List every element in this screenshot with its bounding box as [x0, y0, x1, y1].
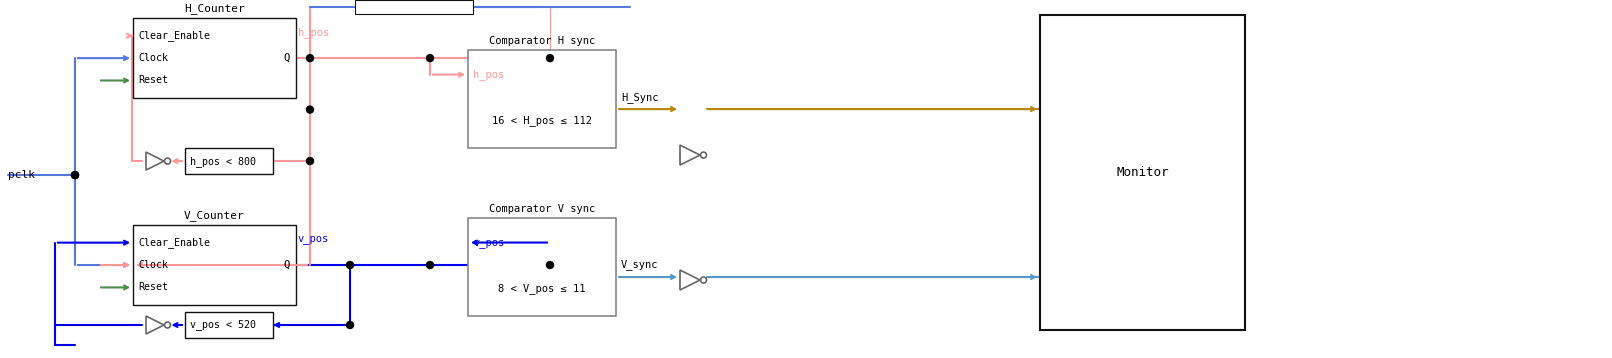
Text: pclk: pclk — [8, 170, 35, 180]
Circle shape — [71, 171, 79, 179]
Text: Reset: Reset — [139, 282, 168, 292]
Text: Reset: Reset — [139, 76, 168, 86]
Circle shape — [427, 55, 434, 62]
Bar — [134, 18, 297, 98]
Text: h_pos: h_pos — [298, 26, 329, 38]
Circle shape — [306, 158, 313, 165]
Circle shape — [546, 55, 553, 62]
Text: Clock: Clock — [139, 53, 168, 63]
Text: h_pos < 800: h_pos < 800 — [190, 156, 256, 166]
Circle shape — [427, 262, 434, 268]
Text: Comparator H sync: Comparator H sync — [488, 36, 595, 46]
Text: Clear_Enable: Clear_Enable — [139, 30, 210, 41]
Text: v_pos: v_pos — [472, 238, 505, 247]
Circle shape — [546, 262, 553, 268]
Text: 8 < V_pos ≤ 11: 8 < V_pos ≤ 11 — [498, 283, 585, 294]
Text: Clear_Enable: Clear_Enable — [139, 237, 210, 248]
Bar — [467, 50, 616, 148]
Text: v_pos: v_pos — [298, 234, 329, 244]
Bar — [185, 148, 272, 174]
Circle shape — [347, 321, 353, 329]
Bar — [1040, 15, 1244, 330]
Text: Q: Q — [284, 53, 290, 63]
Text: Comparator V sync: Comparator V sync — [488, 204, 595, 214]
Text: Clock: Clock — [139, 260, 168, 270]
Text: Monitor: Monitor — [1116, 166, 1169, 179]
Bar — [134, 225, 297, 305]
Text: 16 < H_pos ≤ 112: 16 < H_pos ≤ 112 — [492, 115, 592, 126]
Text: H_Sync: H_Sync — [621, 92, 658, 102]
Text: h_pos: h_pos — [472, 69, 505, 80]
Circle shape — [71, 171, 79, 179]
Text: Q: Q — [284, 260, 290, 270]
Circle shape — [347, 262, 353, 268]
Text: v_pos < 520: v_pos < 520 — [190, 320, 256, 330]
Bar — [467, 218, 616, 316]
Text: V_Counter: V_Counter — [184, 210, 245, 221]
Circle shape — [306, 106, 313, 113]
Circle shape — [306, 55, 313, 62]
Bar — [355, 0, 472, 14]
Text: H_Counter: H_Counter — [184, 3, 245, 14]
Text: V_sync: V_sync — [621, 260, 658, 271]
Bar — [185, 312, 272, 338]
